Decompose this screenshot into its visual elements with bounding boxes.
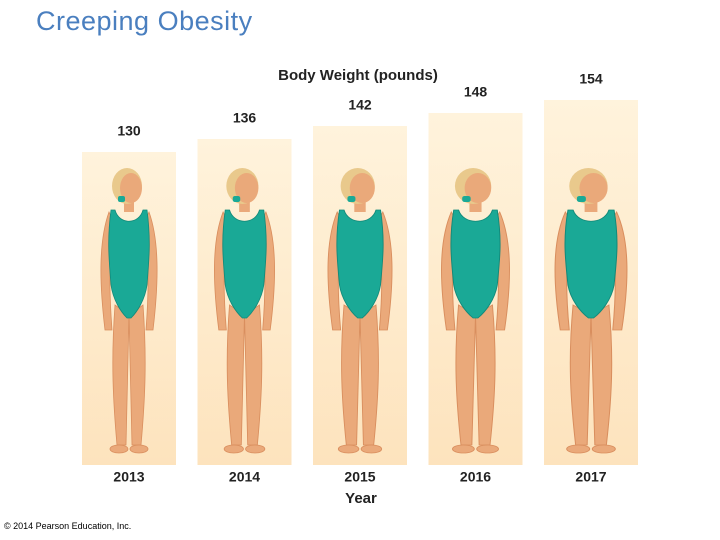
leg [226, 304, 245, 446]
swimsuit [222, 209, 267, 319]
figure [441, 168, 510, 454]
scrunchie [347, 196, 356, 202]
value-label: 136 [233, 110, 257, 126]
head [349, 173, 375, 203]
x-axis-label: Year [345, 490, 377, 507]
figure [100, 168, 158, 454]
figure [214, 168, 275, 454]
leg [590, 304, 613, 446]
x-tick-label: 2014 [229, 469, 260, 485]
leg [128, 304, 146, 446]
foot [360, 444, 383, 454]
neck [124, 196, 134, 212]
foot [129, 444, 149, 454]
head [579, 173, 608, 203]
neck [354, 196, 366, 212]
value-label: 148 [464, 84, 488, 100]
slide-title: Creeping Obesity [36, 6, 253, 36]
x-tick-label: 2017 [575, 469, 606, 485]
x-tick-label: 2015 [344, 469, 375, 485]
figure [327, 168, 393, 454]
foot [109, 444, 129, 454]
swimsuit [108, 209, 150, 319]
leg [112, 304, 130, 446]
x-tick-label: 2013 [113, 469, 144, 485]
foot [245, 444, 266, 454]
scrunchie [576, 196, 586, 202]
leg [569, 304, 592, 446]
foot [566, 444, 591, 454]
leg [359, 304, 379, 446]
leg [244, 304, 263, 446]
leg [475, 304, 496, 446]
figure [554, 168, 628, 454]
swimsuit [564, 209, 618, 319]
foot [591, 444, 616, 454]
neck [239, 196, 250, 212]
scrunchie [462, 196, 471, 202]
swimsuit [336, 209, 384, 319]
head [464, 173, 492, 203]
head [120, 173, 142, 203]
leg [455, 304, 476, 446]
value-label: 130 [117, 123, 141, 139]
scrunchie [232, 196, 241, 202]
leg [341, 304, 361, 446]
copyright: © 2014 Pearson Education, Inc. [4, 521, 132, 531]
foot [476, 444, 499, 454]
foot [223, 444, 244, 454]
swimsuit [450, 209, 501, 319]
foot [452, 444, 475, 454]
scrunchie [118, 196, 125, 202]
value-label: 142 [348, 97, 372, 113]
x-tick-label: 2016 [460, 469, 491, 485]
chart-title: Body Weight (pounds) [278, 67, 438, 84]
value-label: 154 [579, 71, 603, 87]
head [234, 173, 259, 203]
foot [337, 444, 360, 454]
